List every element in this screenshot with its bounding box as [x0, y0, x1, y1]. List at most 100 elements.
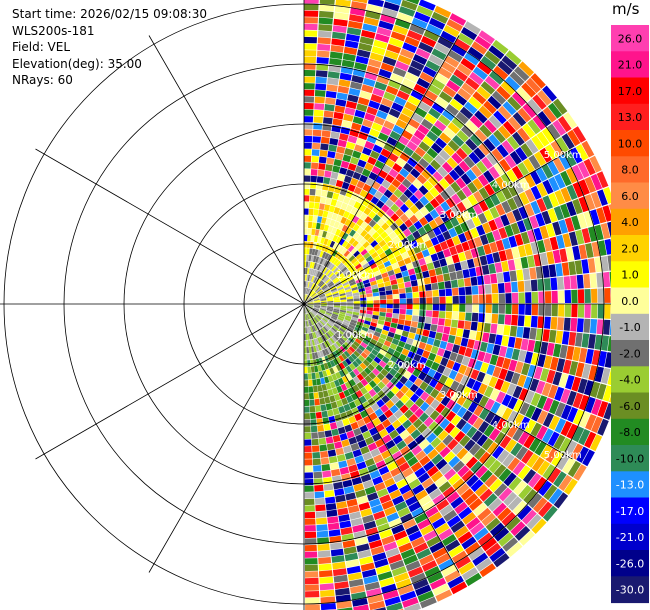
- velocity-gate: [371, 349, 379, 356]
- velocity-gate: [345, 227, 353, 235]
- velocity-gate: [449, 98, 463, 111]
- colorbar-tick-label: -1.0: [619, 321, 640, 334]
- velocity-gate: [323, 260, 329, 267]
- velocity-gate: [369, 276, 376, 283]
- velocity-gate: [550, 317, 558, 330]
- velocity-gate: [352, 171, 362, 180]
- velocity-gate: [506, 383, 517, 396]
- velocity-gate: [327, 305, 334, 307]
- velocity-gate: [342, 479, 353, 488]
- velocity-gate: [362, 568, 377, 578]
- velocity-gate: [572, 426, 585, 443]
- velocity-gate: [383, 235, 392, 244]
- velocity-gate: [329, 219, 336, 227]
- velocity-gate: [351, 122, 362, 131]
- velocity-gate: [381, 419, 392, 429]
- velocity-gate: [390, 222, 399, 231]
- velocity-gate: [414, 107, 428, 118]
- velocity-gate: [339, 337, 346, 344]
- velocity-gate: [310, 169, 318, 176]
- velocity-gate: [454, 262, 462, 272]
- velocity-gate: [510, 442, 523, 457]
- velocity-gate: [542, 412, 554, 428]
- velocity-gate: [460, 143, 473, 156]
- velocity-gate: [319, 250, 324, 258]
- velocity-gate: [581, 228, 591, 244]
- velocity-gate: [325, 403, 333, 411]
- velocity-gate: [517, 431, 530, 446]
- velocity-gate: [335, 200, 343, 209]
- velocity-gate: [312, 310, 318, 315]
- velocity-gate: [310, 291, 316, 297]
- velocity-gate: [435, 332, 443, 341]
- velocity-gate: [362, 452, 373, 461]
- velocity-gate: [326, 443, 335, 451]
- velocity-gate: [591, 304, 598, 319]
- velocity-gate: [543, 355, 553, 369]
- velocity-gate: [334, 5, 350, 14]
- velocity-gate: [355, 324, 363, 330]
- velocity-gate: [391, 524, 405, 535]
- velocity-gate: [409, 274, 417, 281]
- velocity-gate: [355, 55, 369, 65]
- velocity-gate: [310, 419, 317, 426]
- velocity-gate: [461, 422, 472, 435]
- velocity-gate: [444, 570, 461, 583]
- velocity-gate: [304, 492, 315, 499]
- velocity-gate: [409, 214, 419, 224]
- range-ring-label: 4.00km: [492, 180, 530, 191]
- velocity-gate: [319, 397, 326, 405]
- velocity-gate: [317, 216, 323, 223]
- velocity-gate: [441, 265, 449, 274]
- velocity-gate: [543, 238, 553, 252]
- velocity-gate: [381, 204, 390, 213]
- velocity-gate: [324, 289, 331, 294]
- velocity-gate: [473, 404, 484, 417]
- velocity-gate: [306, 274, 309, 281]
- velocity-gate: [476, 160, 488, 174]
- velocity-gate: [475, 266, 483, 276]
- velocity-gate: [352, 215, 360, 224]
- velocity-gate: [342, 154, 352, 163]
- velocity-gate: [327, 375, 334, 383]
- velocity-gate: [352, 368, 360, 376]
- velocity-gate: [506, 516, 521, 532]
- velocity-gate: [527, 98, 542, 114]
- velocity-gate: [343, 350, 351, 358]
- velocity-gate: [368, 210, 377, 219]
- velocity-gate: [435, 267, 443, 276]
- velocity-gate: [367, 464, 378, 473]
- velocity-gate: [467, 206, 477, 218]
- velocity-gate: [495, 190, 507, 203]
- velocity-gate: [432, 171, 444, 182]
- velocity-gate: [447, 263, 456, 273]
- velocity-gate: [482, 373, 492, 386]
- velocity-gate: [305, 604, 320, 610]
- velocity-gate: [330, 287, 337, 292]
- velocity-gate: [307, 288, 310, 295]
- velocity-gate: [501, 55, 518, 70]
- velocity-gate: [346, 339, 353, 346]
- velocity-gate: [402, 42, 418, 54]
- velocity-gate: [514, 337, 523, 350]
- velocity-gate: [403, 451, 415, 462]
- velocity-gate: [384, 477, 396, 488]
- velocity-gate: [373, 300, 380, 304]
- velocity-gate: [326, 157, 335, 165]
- colorbar-tick-label: 4.0: [621, 216, 639, 229]
- velocity-gate: [381, 535, 395, 546]
- velocity-gate: [564, 304, 572, 317]
- velocity-gate: [318, 163, 326, 170]
- velocity-gate: [314, 497, 325, 505]
- velocity-gate: [466, 258, 475, 269]
- velocity-gate: [434, 414, 445, 425]
- velocity-gate: [536, 395, 548, 410]
- velocity-gate: [590, 381, 601, 398]
- velocity-gate: [454, 336, 462, 346]
- velocity-gate: [364, 286, 372, 291]
- velocity-gate: [313, 338, 318, 346]
- velocity-gate: [575, 144, 589, 161]
- velocity-gate: [527, 119, 541, 135]
- velocity-gate: [350, 517, 363, 527]
- velocity-gate: [446, 157, 458, 169]
